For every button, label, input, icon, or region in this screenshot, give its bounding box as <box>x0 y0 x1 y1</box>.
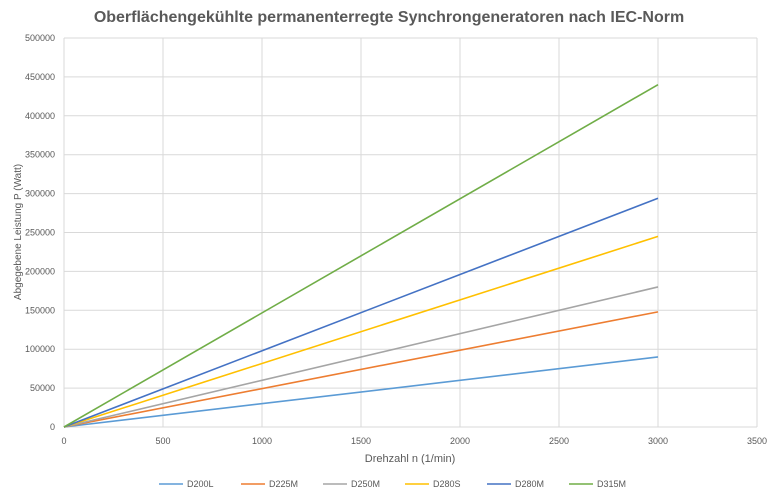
y-tick-label: 300000 <box>25 189 55 199</box>
y-tick-label: 150000 <box>25 305 55 315</box>
y-tick-label: 200000 <box>25 266 55 276</box>
y-tick-label: 250000 <box>25 228 55 238</box>
y-tick-label: 350000 <box>25 150 55 160</box>
legend-label: D280M <box>515 479 544 489</box>
chart-title: Oberflächengekühlte permanenterregte Syn… <box>94 9 684 26</box>
series-line-d280s <box>63 235 659 428</box>
x-tick-label: 2000 <box>450 436 470 446</box>
x-tick-label: 0 <box>61 436 66 446</box>
grid-layer <box>63 37 758 428</box>
y-tick-label: 100000 <box>25 344 55 354</box>
y-tick-label: 500000 <box>25 33 55 43</box>
x-tick-label: 1500 <box>351 436 371 446</box>
x-axis-label: Drehzahl n (1/min) <box>365 453 455 465</box>
x-tick-label: 2500 <box>549 436 569 446</box>
series-line-d225m <box>63 311 659 428</box>
legend: D200L D225M D250M D280S D280M D315M <box>159 479 626 489</box>
legend-label: D200L <box>187 479 214 489</box>
x-tick-label: 1000 <box>252 436 272 446</box>
series-line-d200l <box>63 356 659 428</box>
y-tick-label: 450000 <box>25 72 55 82</box>
x-axis-ticks: 0 500 1000 1500 2000 2500 3000 3500 <box>61 436 767 446</box>
series-line-d315m <box>63 83 659 428</box>
legend-item-d200l: D200L <box>159 479 214 489</box>
series-layer <box>63 83 659 428</box>
legend-item-d280s: D280S <box>405 479 461 489</box>
series-line-d280m <box>63 197 659 428</box>
legend-label: D250M <box>351 479 380 489</box>
y-axis-label: Abgegebene Leistung P (Watt) <box>13 164 24 300</box>
x-tick-label: 3000 <box>648 436 668 446</box>
legend-label: D225M <box>269 479 298 489</box>
x-tick-label: 500 <box>155 436 170 446</box>
y-tick-label: 400000 <box>25 111 55 121</box>
legend-item-d225m: D225M <box>241 479 298 489</box>
y-axis-ticks: 0 50000 100000 150000 200000 250000 300000 3500… <box>25 33 55 432</box>
legend-item-d280m: D280M <box>487 479 544 489</box>
legend-label: D315M <box>597 479 626 489</box>
series-line-d250m <box>63 286 659 428</box>
legend-label: D280S <box>433 479 461 489</box>
legend-item-d250m: D250M <box>323 479 380 489</box>
legend-item-d315m: D315M <box>569 479 626 489</box>
y-tick-label: 50000 <box>30 383 55 393</box>
y-tick-label: 0 <box>50 422 55 432</box>
x-tick-label: 3500 <box>747 436 767 446</box>
